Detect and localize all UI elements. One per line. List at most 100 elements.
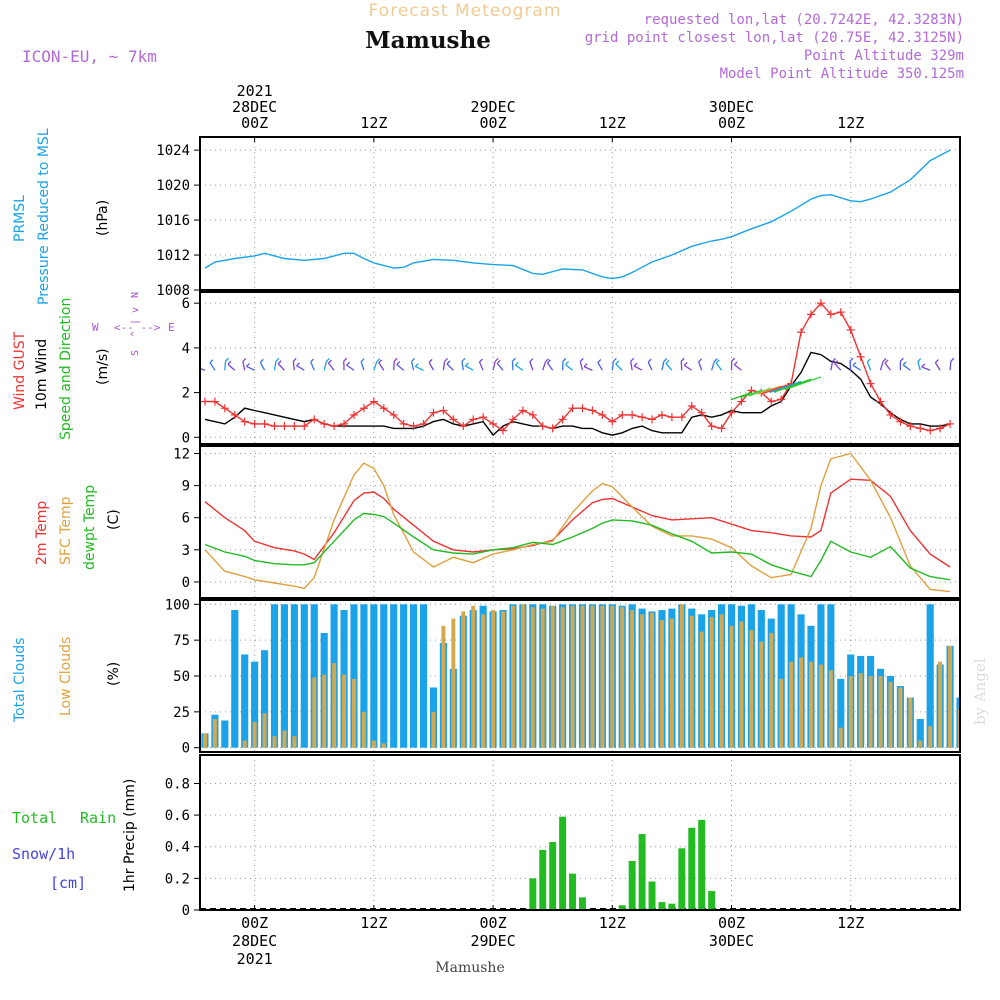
top-tick-label: 12Z <box>599 114 626 132</box>
wind-gust-point <box>439 406 448 415</box>
wind-direction-arrow <box>849 357 854 371</box>
arrow-shaft <box>849 361 852 371</box>
wind-direction-arrow <box>277 360 285 371</box>
arrow-head <box>464 362 469 367</box>
low-cloud-bar <box>520 604 525 748</box>
bottom-tick-label: 30DEC <box>709 932 754 950</box>
low-cloud-bar <box>282 730 287 748</box>
wind-direction-arrow <box>565 361 573 371</box>
low-cloud-bar <box>978 733 982 747</box>
arrow-shaft <box>224 361 227 371</box>
arrow-head <box>597 358 602 363</box>
low-cloud-bar <box>352 678 356 748</box>
panel-frame <box>199 599 961 753</box>
y-tick-label: 9 <box>182 479 190 495</box>
wind-direction-arrow <box>396 360 405 371</box>
low-cloud-bar <box>838 727 843 748</box>
low-cloud-bar <box>441 625 446 748</box>
arrow-head <box>733 361 738 366</box>
wind-gust-point <box>608 417 617 426</box>
arrow-shaft <box>396 363 405 371</box>
wind-direction-arrow <box>346 361 355 371</box>
wind-direction-arrow <box>242 357 247 371</box>
total-cloud-bar <box>231 610 239 748</box>
wind-gust-point <box>667 413 676 422</box>
wind-direction-arrow <box>733 361 742 371</box>
low-cloud-bar <box>719 614 724 748</box>
location-title: Mamushe <box>365 27 491 54</box>
wind-gust-point <box>359 404 368 413</box>
wind-layer <box>201 299 955 437</box>
requested-coords: requested lon,lat (20.7242E, 42.3283N) <box>644 12 964 28</box>
wind-gust-point <box>310 415 319 424</box>
low-cloud-bar <box>590 605 595 748</box>
compass-e: E <box>168 321 175 334</box>
low-cloud-bar <box>510 605 515 748</box>
compass-n: N <box>130 292 141 298</box>
arrow-head <box>731 357 736 362</box>
wind-gust-point <box>479 413 488 422</box>
arrow-head <box>428 358 433 363</box>
wind-direction-arrow <box>393 357 398 371</box>
y-tick-label: 0 <box>182 903 190 919</box>
wind-gust-point <box>926 426 935 435</box>
arrow-head <box>562 357 567 362</box>
arrow-shaft <box>259 361 266 371</box>
low-cloud-bar <box>461 611 466 748</box>
low-cloud-bar <box>540 608 545 748</box>
panel-4: 0 0.2 0.4 0.6 0.8 <box>165 754 961 919</box>
arrow-shaft <box>492 361 496 371</box>
total-cloud-bar <box>926 604 934 748</box>
arrow-head <box>849 357 854 362</box>
arrow-shaft <box>346 364 355 371</box>
wind-direction-arrow <box>292 357 297 371</box>
wind-direction-arrow <box>296 362 305 371</box>
arrow-shaft <box>227 363 236 371</box>
wind-direction-arrow <box>615 360 623 371</box>
arrow-shaft <box>478 361 484 371</box>
arrow-head <box>647 358 652 363</box>
wind-direction-arrow <box>661 357 668 371</box>
arrow-shaft <box>546 362 554 371</box>
low-cloud-bar <box>560 607 565 748</box>
arrow-shaft <box>461 361 464 371</box>
wind-gust-point <box>210 397 219 406</box>
wind-direction-arrow-strong <box>773 378 812 393</box>
wind-direction-arrow <box>529 358 534 371</box>
low-cloud-bar <box>212 719 217 748</box>
y-tick-label: 1020 <box>156 178 190 194</box>
wind-gust-point <box>846 326 855 334</box>
arrow-shaft <box>784 376 822 391</box>
wind-gust-point <box>330 422 339 431</box>
wind-direction-arrow <box>611 357 617 371</box>
low-cloud-bar <box>203 733 207 748</box>
arrow-shaft <box>597 362 603 371</box>
wind-direction-arrow <box>879 358 887 371</box>
total-cloud-bar <box>360 604 368 748</box>
low-cloud-bar <box>958 708 959 748</box>
arrow-head <box>225 357 229 362</box>
wind-direction-arrow <box>373 358 381 371</box>
total-cloud-bar <box>270 604 279 748</box>
arrow-head <box>633 362 638 367</box>
arrow-head <box>461 357 466 362</box>
wind-direction-arrow <box>428 358 435 371</box>
wind-gust-point <box>697 408 706 417</box>
low-cloud-bar <box>689 615 694 748</box>
top-tick-label: 00Z <box>718 114 745 132</box>
wind-direction-arrow <box>410 358 416 371</box>
wind-direction-arrow <box>715 359 723 371</box>
arrow-shaft <box>611 361 615 371</box>
precip-bar <box>569 873 577 909</box>
wind-direction-arrow <box>866 358 872 371</box>
low-cloud-bar <box>272 736 277 748</box>
wind-direction-arrow <box>934 359 941 371</box>
temp-label-dewpt: dewpt Temp <box>82 485 98 570</box>
low-cloud-bar <box>242 740 247 748</box>
precip-unit: 1hr Precip (mm) <box>122 779 138 892</box>
clouds-label-low: Low Clouds <box>58 637 74 716</box>
wind-gust-point <box>896 417 905 426</box>
y-tick-label: 0 <box>182 741 190 757</box>
arrow-head <box>444 357 449 362</box>
y-tick-label: 0 <box>182 430 190 446</box>
